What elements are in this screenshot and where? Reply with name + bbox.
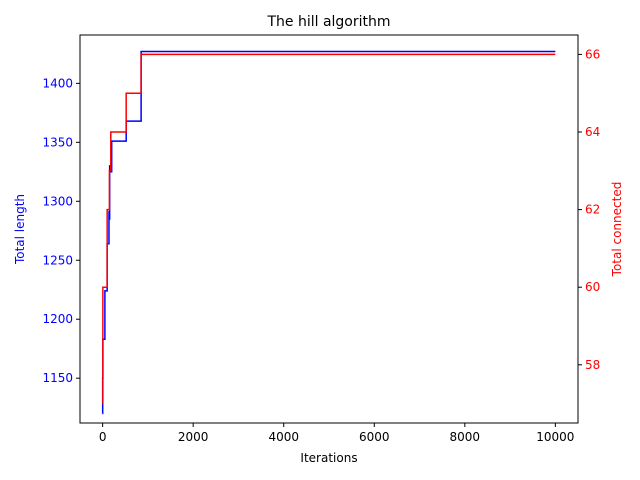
- y-left-tick-label: 1350: [42, 135, 73, 149]
- plot-frame: [79, 34, 579, 424]
- plot-lines: [101, 50, 556, 415]
- x-tick-label: 2000: [178, 430, 209, 444]
- x-tick-label: 0: [99, 430, 107, 444]
- y-axis-right: 58 60 62 64 66: [578, 47, 600, 372]
- y-axis-left-label: Total length: [13, 194, 27, 265]
- y-right-tick-label: 62: [585, 203, 600, 217]
- y-left-tick-label: 1150: [42, 371, 73, 385]
- x-axis-label: Iterations: [300, 451, 357, 465]
- y-left-tick-label: 1400: [42, 76, 73, 90]
- y-right-tick-label: 66: [585, 47, 600, 61]
- y-axis-left: 1150 1200 1250 1300 1350 1400: [42, 76, 80, 385]
- y-left-tick-label: 1200: [42, 312, 73, 326]
- x-tick-label: 10000: [536, 430, 574, 444]
- x-tick-label: 4000: [268, 430, 299, 444]
- y-left-tick-label: 1250: [42, 253, 73, 267]
- series-line-total-connected: [102, 53, 556, 405]
- y-right-tick-label: 60: [585, 280, 600, 294]
- y-axis-right-label: Total connected: [610, 182, 624, 278]
- series-line-total-length: [101, 50, 556, 415]
- chart-title: The hill algorithm: [266, 14, 390, 30]
- x-axis: 0 2000 4000 6000 8000 10000: [99, 423, 574, 444]
- y-left-tick-label: 1300: [42, 194, 73, 208]
- x-tick-label: 8000: [450, 430, 481, 444]
- x-tick-label: 6000: [359, 430, 390, 444]
- y-right-tick-label: 64: [585, 125, 600, 139]
- y-right-tick-label: 58: [585, 358, 600, 372]
